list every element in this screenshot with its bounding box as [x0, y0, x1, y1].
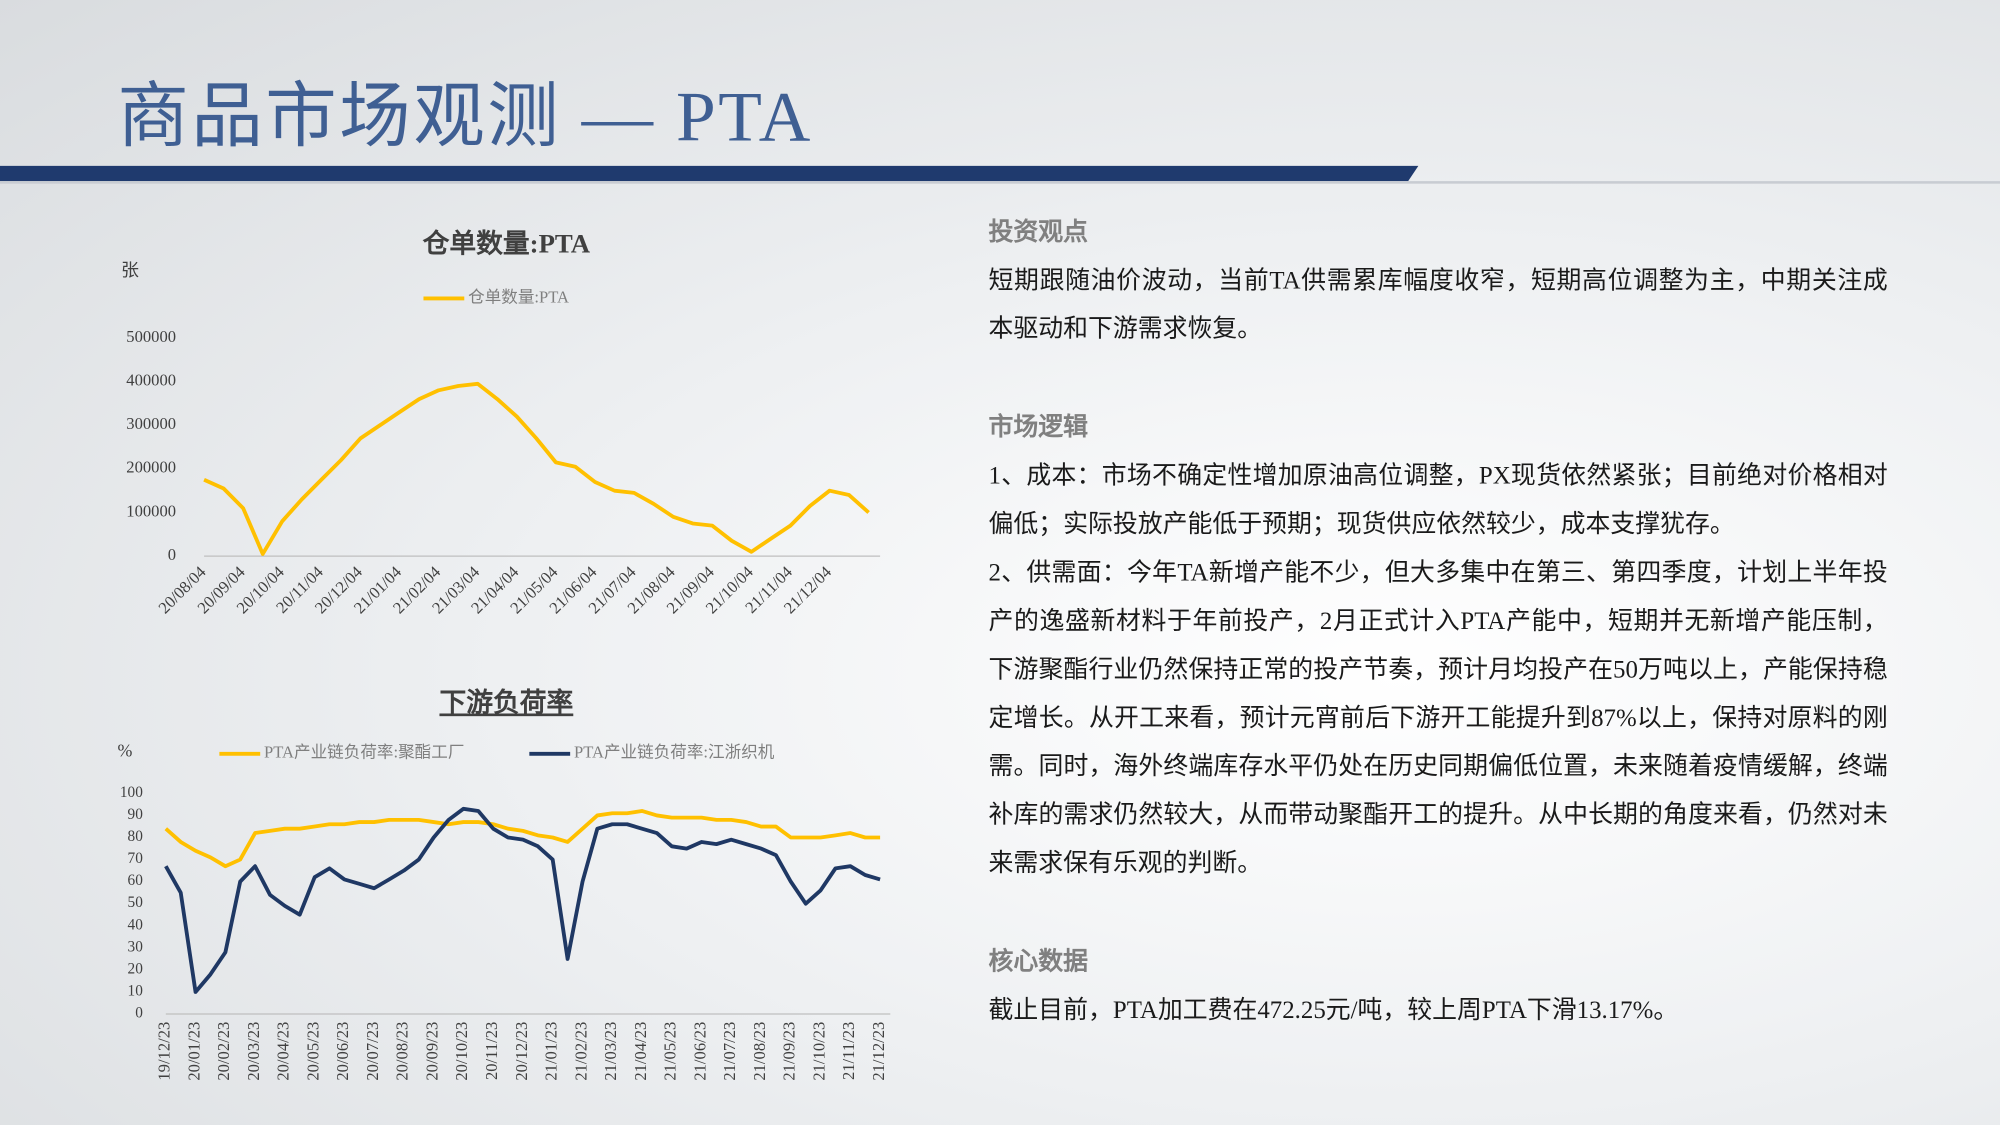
x-tick-label: 21/10/23 [809, 1022, 828, 1081]
section-paragraph: 短期跟随油价波动，当前TA供需累库幅度收窄，短期高位调整为主，中期关注成本驱动和… [988, 267, 1888, 344]
y-tick-label: 50 [128, 894, 144, 911]
x-tick-label: 21/08/23 [750, 1022, 769, 1081]
x-tick-label: 20/04/23 [274, 1022, 293, 1081]
x-tick-label: 20/02/23 [214, 1022, 233, 1081]
chart-title: 仓单数量:PTA [422, 228, 591, 258]
y-tick-label: 90 [128, 806, 144, 823]
y-tick-label: 70 [128, 850, 144, 867]
x-tick-label: 21/03/23 [601, 1022, 620, 1081]
x-tick-label: 21/12/23 [869, 1022, 888, 1081]
section-paragraph: 2、供需面：今年TA新增产能不少，但大多集中在第三、第四季度，计划上半年投产的逸… [988, 559, 1888, 878]
text-section: 核心数据截止目前，PTA加工费在472.25元/吨，较上周PTA下滑13.17%… [989, 939, 1888, 1036]
section-heading: 核心数据 [988, 948, 1089, 976]
x-tick-label: 20/09/23 [422, 1022, 441, 1081]
data-line [164, 809, 881, 869]
y-tick-label: 10 [128, 982, 144, 999]
data-line [164, 806, 881, 994]
x-tick-label: 21/02/23 [571, 1022, 590, 1081]
y-tick-label: 0 [168, 545, 176, 564]
data-line [203, 381, 870, 556]
x-tick-label: 20/10/23 [452, 1022, 471, 1081]
slide-title: 商品市场观测 — PTA [117, 77, 813, 157]
section-paragraph: 截止目前，PTA加工费在472.25元/吨，较上周PTA下滑13.17%。 [988, 997, 1679, 1025]
x-tick-label: 21/11/23 [839, 1022, 858, 1080]
section-heading: 投资观点 [988, 219, 1089, 247]
x-tick-label: 20/12/23 [512, 1022, 531, 1081]
x-tick-label: 20/11/23 [482, 1022, 501, 1080]
x-tick-label: 20/03/23 [244, 1022, 263, 1081]
section-heading: 市场逻辑 [988, 414, 1089, 442]
y-tick-label: 0 [135, 1005, 143, 1022]
x-tick-label: 20/06/23 [333, 1022, 352, 1081]
x-tick-label: 20/07/23 [363, 1022, 382, 1081]
section-paragraph: 1、成本：市场不确定性增加原油高位调整，PX现货依然紧张；目前绝对价格相对偏低；… [988, 463, 1888, 539]
x-tick-label: 21/01/23 [542, 1022, 561, 1081]
x-tick-label: 19/12/23 [155, 1022, 174, 1081]
y-unit: % [118, 741, 133, 761]
y-tick-label: 100 [120, 784, 143, 801]
y-tick-label: 80 [128, 828, 144, 845]
y-tick-label: 300000 [126, 414, 176, 433]
title-bar [0, 165, 1419, 182]
x-tick-label: 20/05/23 [303, 1022, 322, 1081]
text-section: 市场逻辑 1、成本：市场不确定性增加原油高位调整，PX现货依然紧张；目前绝对价格相… [989, 404, 1888, 889]
text-panel: 投资观点短期跟随油价波动，当前TA供需累库幅度收窄，短期高位调整为主，中期关注成… [989, 209, 1888, 1036]
chart-title: 下游负荷率 [439, 686, 573, 717]
y-tick-label: 100000 [126, 501, 176, 520]
x-tick-label: 20/01/23 [184, 1022, 203, 1081]
legend-label: 仓单数量:PTA [468, 287, 569, 306]
charts: 仓单数量:PTA张仓单数量:PTA01000002000003000004000… [118, 228, 891, 1081]
y-tick-label: 40 [128, 916, 144, 933]
y-unit: 张 [121, 260, 139, 280]
x-tick-label: 21/05/23 [661, 1022, 680, 1081]
y-tick-label: 500000 [126, 327, 176, 346]
y-tick-label: 400000 [126, 370, 176, 389]
x-tick-label: 21/07/23 [720, 1022, 739, 1081]
y-tick-label: 30 [128, 938, 144, 955]
legend-label: PTA产业链负荷率:聚酯工厂 [264, 743, 464, 762]
legend-label: PTA产业链负荷率:江浙织机 [574, 743, 775, 762]
x-tick-label: 20/08/23 [393, 1022, 412, 1081]
y-tick-label: 60 [128, 872, 144, 889]
x-tick-label: 21/06/23 [690, 1022, 709, 1081]
x-tick-label: 21/09/23 [780, 1022, 799, 1081]
title-bar-shadow [0, 181, 2000, 184]
text-section: 投资观点短期跟随油价波动，当前TA供需累库幅度收窄，短期高位调整为主，中期关注成… [989, 209, 1888, 354]
y-tick-label: 200000 [126, 458, 176, 477]
x-tick-label: 21/04/23 [631, 1022, 650, 1081]
y-tick-label: 20 [128, 960, 144, 977]
